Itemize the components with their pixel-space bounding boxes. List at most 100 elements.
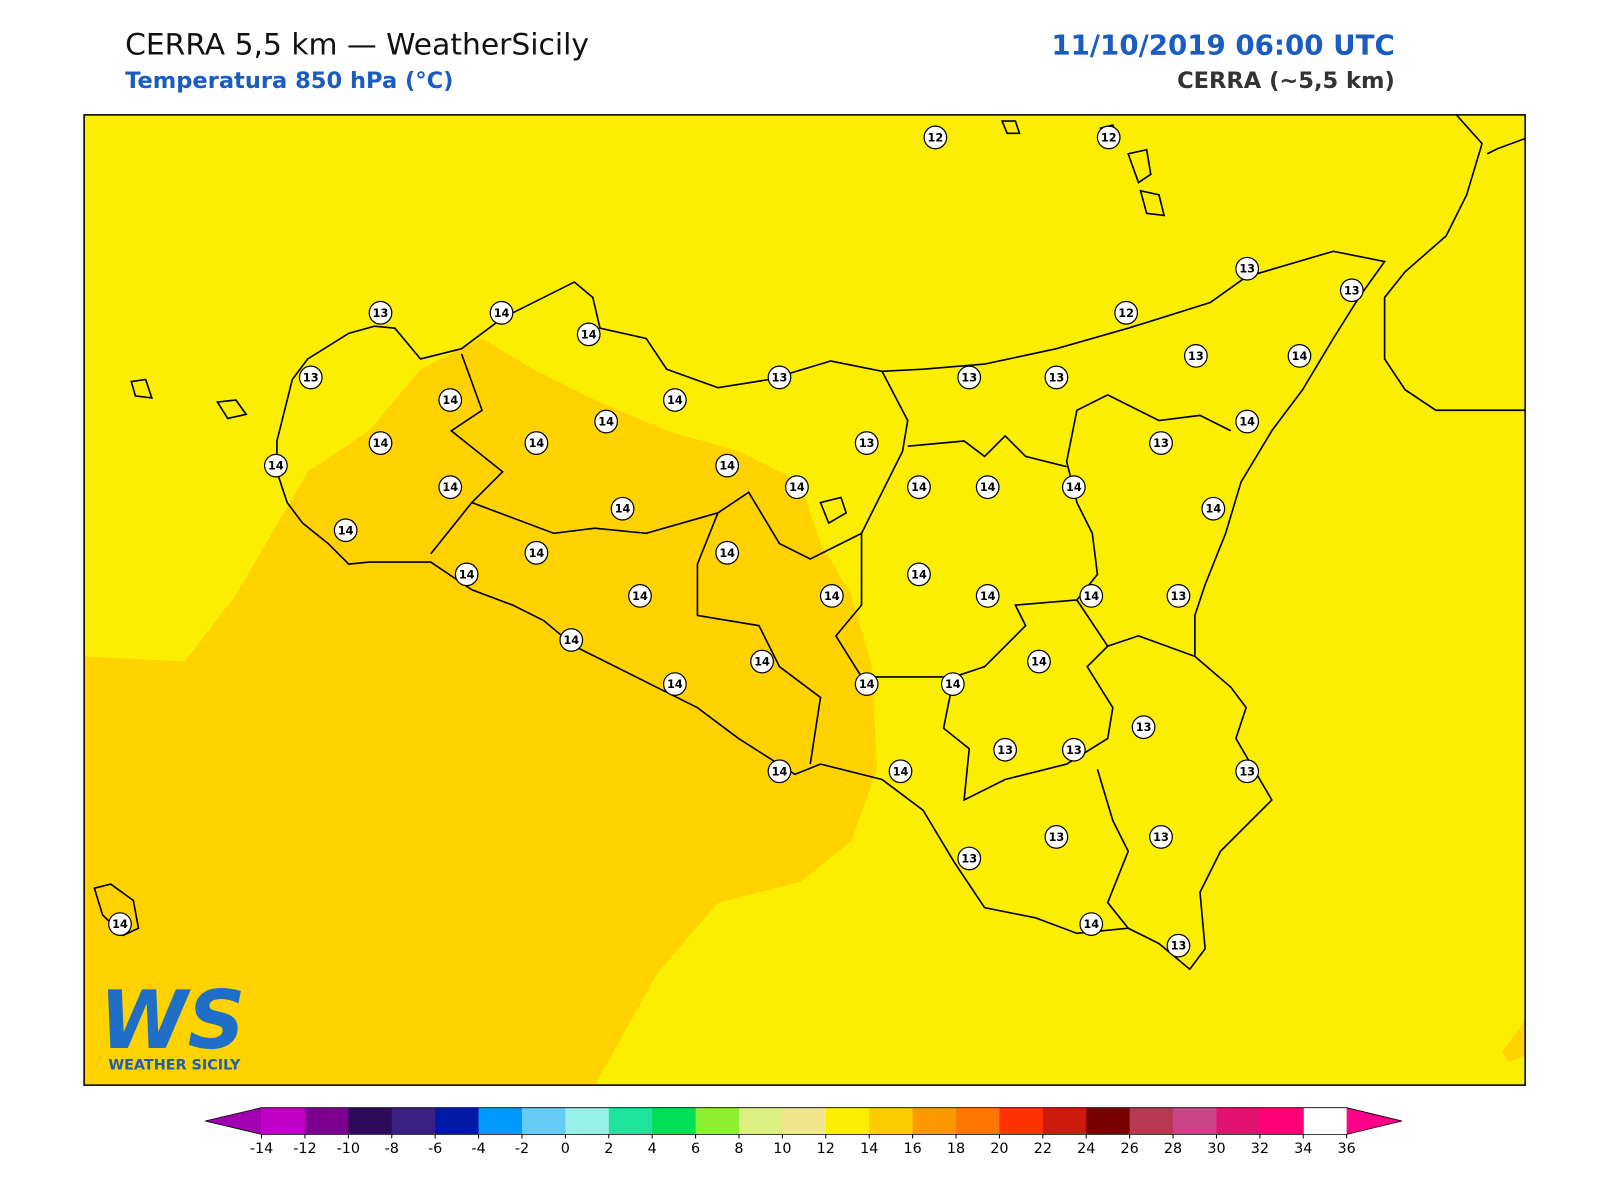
station-value: 14 — [1292, 350, 1308, 363]
station-marker — [957, 846, 982, 871]
station: 14 — [263, 453, 288, 478]
station: 14 — [1027, 649, 1051, 674]
station-value: 14 — [268, 460, 284, 473]
station: 13 — [957, 365, 982, 390]
station-marker — [767, 365, 792, 390]
station: 13 — [1235, 256, 1260, 281]
station-marker — [1166, 933, 1191, 958]
station-value: 13 — [303, 371, 319, 384]
station-value: 14 — [598, 416, 614, 429]
station: 14 — [940, 672, 965, 696]
station-value: 14 — [1066, 481, 1082, 494]
colorbar-tick-label: -10 — [337, 1141, 360, 1157]
station-marker — [819, 583, 844, 608]
colorbar-bin — [825, 1107, 870, 1135]
station: 14 — [438, 388, 463, 412]
station: 14 — [907, 562, 931, 587]
station-marker — [1114, 300, 1139, 325]
station-marker — [975, 583, 1000, 608]
station: 14 — [576, 322, 601, 347]
colorbar-bin — [1042, 1107, 1087, 1135]
station: 13 — [1166, 583, 1191, 608]
station: 14 — [1079, 583, 1104, 608]
colorbar-tick-label: -6 — [428, 1141, 442, 1157]
colorbar-tick-label: -2 — [515, 1141, 529, 1157]
station: 13 — [1061, 737, 1086, 762]
colorbar-tick-label: 20 — [990, 1141, 1008, 1157]
station-marker — [1339, 278, 1364, 303]
station: 13 — [1149, 825, 1173, 849]
station: 13 — [767, 365, 792, 390]
colorbar-tick-label: 18 — [947, 1141, 965, 1157]
station-value: 13 — [1066, 744, 1082, 757]
colorbar-tick-label: 34 — [1294, 1141, 1312, 1157]
date: 11/10/2019 06:00 UTC — [1051, 28, 1394, 61]
station-value: 14 — [529, 437, 545, 450]
station-value: 14 — [563, 634, 579, 647]
station: 14 — [438, 475, 463, 500]
station: 14 — [785, 475, 809, 500]
station-marker — [715, 453, 740, 478]
station-marker — [907, 475, 931, 500]
station-marker — [662, 388, 687, 412]
station: 14 — [559, 628, 584, 652]
station: 13 — [1235, 759, 1260, 784]
station-value: 14 — [667, 394, 683, 407]
station: 14 — [1235, 409, 1260, 434]
colorbar-bin — [565, 1107, 610, 1135]
colorbar-bin — [738, 1107, 783, 1135]
field: WS WEATHER SICILY 12 12 13 13 13 14 14 12 13 13 13… — [84, 114, 1526, 1086]
station-marker — [524, 431, 549, 455]
station-marker — [767, 759, 792, 784]
station-value: 14 — [824, 590, 840, 603]
stations: 12 12 13 13 13 14 14 12 13 13 13 13 13 14 14 14 14 14 14 14… — [108, 125, 1364, 958]
station: 12 — [1096, 125, 1121, 150]
station-value: 14 — [789, 481, 805, 494]
station: 13 — [957, 846, 982, 871]
station-value: 13 — [1239, 765, 1255, 778]
station-value: 14 — [581, 328, 597, 341]
station-marker — [298, 365, 323, 390]
station-marker — [1096, 125, 1121, 150]
station: 13 — [854, 431, 879, 455]
station-value: 14 — [980, 590, 996, 603]
logo-mark: WS — [99, 974, 245, 1067]
station: 13 — [1131, 715, 1156, 740]
station: 14 — [454, 562, 479, 587]
warm-region — [1502, 1020, 1526, 1062]
station-marker — [1027, 649, 1051, 674]
colorbar-bin — [1129, 1107, 1174, 1135]
station-value: 12 — [1101, 131, 1117, 144]
colorbar-bin — [608, 1107, 653, 1135]
station: 14 — [975, 475, 1000, 500]
station: 14 — [715, 453, 740, 478]
station-marker — [1149, 431, 1173, 455]
station-marker — [907, 562, 931, 587]
colorbar: -14 -12 -10 -8 -6 -4 -2 0 2 4 6 8 10 12 14 16 18 20 22 24 26… — [205, 1107, 1403, 1157]
station: 14 — [1287, 343, 1312, 368]
station: 13 — [298, 365, 323, 390]
station-value: 14 — [893, 765, 909, 778]
station-marker — [1166, 583, 1191, 608]
station-marker — [1287, 343, 1312, 368]
station: 14 — [594, 409, 619, 434]
station-marker — [1044, 365, 1069, 390]
colorbar-bin — [912, 1107, 957, 1135]
station-marker — [1184, 343, 1208, 368]
logo: WS WEATHER SICILY — [99, 974, 245, 1074]
station: 14 — [628, 583, 652, 608]
colorbar-tick-label: 28 — [1164, 1141, 1182, 1157]
station: 12 — [1114, 300, 1139, 325]
colorbar-tick-label: 10 — [773, 1141, 791, 1157]
station-value: 14 — [754, 656, 770, 669]
colorbar-tick-label: 0 — [561, 1141, 570, 1157]
station-marker — [454, 562, 479, 587]
province-borders — [430, 353, 1232, 929]
station-marker — [489, 300, 514, 325]
colorbar-tick-label: 6 — [691, 1141, 700, 1157]
station: 14 — [888, 759, 913, 784]
model: CERRA (~5,5 km) — [1177, 68, 1395, 94]
calabria-coast — [1383, 114, 1526, 412]
station-marker — [1131, 715, 1156, 740]
